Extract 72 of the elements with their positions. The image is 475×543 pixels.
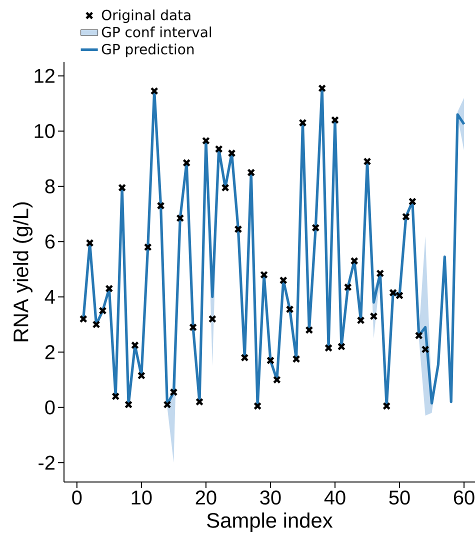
- point: [286, 305, 294, 314]
- point: [382, 402, 391, 410]
- point: [137, 372, 146, 380]
- point: [189, 323, 198, 332]
- legend-label: GP conf interval: [102, 26, 212, 38]
- point: [298, 118, 307, 127]
- point: [150, 86, 158, 96]
- y-tick-label: 0: [45, 400, 55, 414]
- point: [414, 332, 423, 340]
- point: [124, 400, 133, 409]
- y-tick-label: 6: [45, 234, 55, 249]
- point: [272, 376, 281, 384]
- point: [240, 354, 249, 362]
- point: [202, 136, 210, 145]
- point: [92, 320, 100, 329]
- point: [130, 341, 139, 350]
- point: [337, 342, 346, 351]
- point: [408, 198, 416, 206]
- point: [363, 157, 372, 166]
- point: [330, 116, 340, 124]
- point: [105, 284, 114, 293]
- x-tick-label: 20: [196, 490, 216, 505]
- point: [208, 314, 216, 323]
- legend-label: GP prediction: [102, 44, 194, 58]
- x-tick-label: 40: [324, 490, 346, 505]
- y-tick-label: 12: [34, 68, 54, 83]
- point: [98, 306, 107, 315]
- x-tick-label: 10: [132, 490, 152, 505]
- point: [176, 214, 184, 222]
- point: [324, 344, 333, 352]
- point: [118, 184, 126, 192]
- point: [195, 398, 204, 406]
- point: [260, 270, 268, 279]
- point: [292, 355, 300, 364]
- point: [318, 84, 326, 92]
- point: [350, 256, 358, 265]
- x-axis-title: Sample index: [207, 512, 333, 532]
- y-tick-label: 8: [45, 179, 55, 194]
- point: [156, 202, 165, 210]
- point: [344, 283, 352, 292]
- point: [112, 392, 120, 400]
- point: [305, 326, 314, 334]
- y-tick-label: -2: [38, 456, 54, 470]
- point: [144, 243, 152, 252]
- point: [228, 149, 236, 158]
- point: [266, 356, 274, 364]
- point: [376, 269, 384, 278]
- point: [356, 316, 365, 324]
- x-tick-label: 30: [260, 490, 281, 505]
- x-tick-label: 0: [72, 490, 82, 505]
- point: [86, 238, 94, 248]
- y-tick-label: 4: [44, 290, 55, 304]
- x-tick-label: 50: [389, 490, 410, 505]
- point: [182, 158, 191, 167]
- point: [421, 345, 430, 354]
- point: [312, 224, 320, 232]
- point: [254, 402, 262, 410]
- x-tick-label: 60: [454, 490, 474, 505]
- point: [163, 400, 172, 409]
- y-axis-title: RNA yield (g/L): [12, 202, 32, 342]
- point: [170, 388, 178, 396]
- point: [221, 184, 230, 192]
- point: [370, 312, 378, 320]
- point: [214, 145, 223, 154]
- point: [79, 314, 88, 323]
- point: [247, 168, 256, 177]
- point: [234, 225, 242, 234]
- point: [279, 276, 288, 284]
- point: [402, 212, 410, 221]
- y-tick-label: 2: [45, 345, 54, 360]
- legend-label: Original data: [102, 9, 190, 23]
- y-tick-label: 10: [34, 124, 55, 138]
